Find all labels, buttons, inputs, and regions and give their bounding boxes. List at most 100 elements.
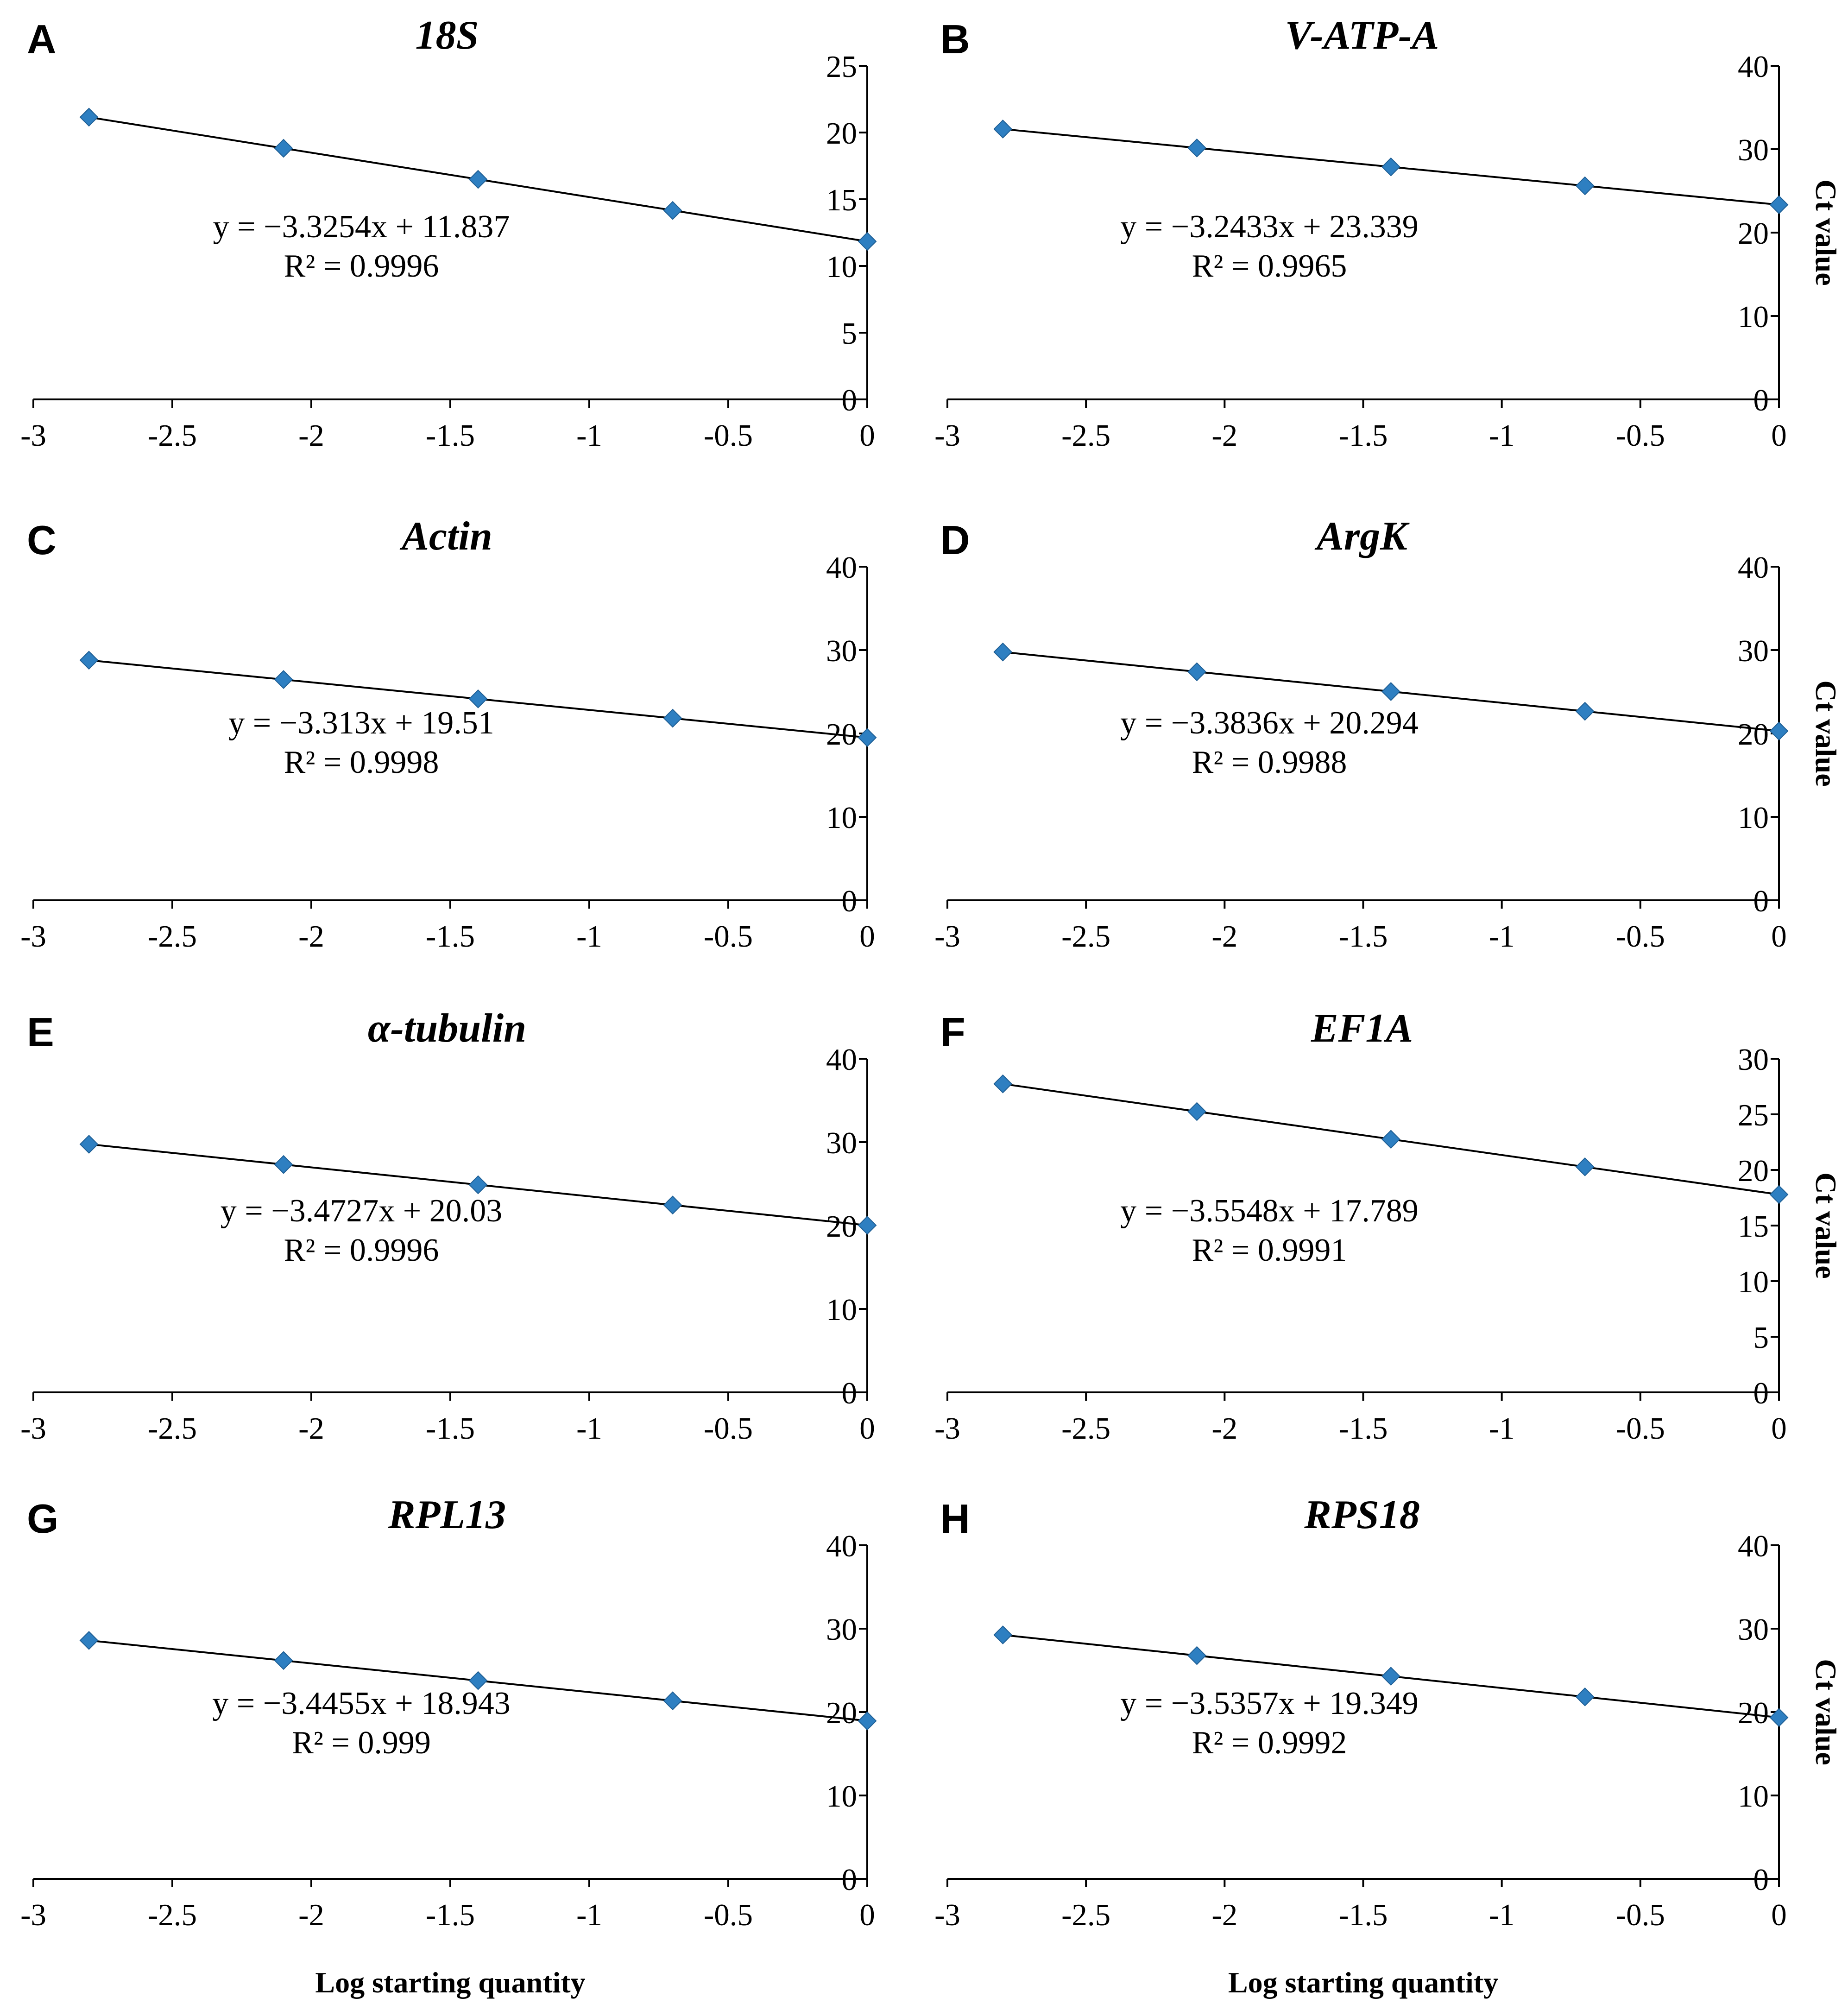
x-tick-label: -1.5 — [426, 1898, 475, 1932]
y-tick-label: 30 — [1738, 1612, 1769, 1647]
r-squared: R² = 0.999 — [292, 1725, 431, 1761]
x-tick-label: -3 — [20, 1411, 46, 1446]
y-tick-label: 40 — [826, 1043, 857, 1077]
y-tick-label: 0 — [1753, 1863, 1769, 1897]
y-tick-label: 0 — [1753, 383, 1769, 417]
x-tick-label: -1 — [576, 1411, 602, 1446]
data-point-marker — [1381, 1130, 1400, 1149]
x-tick-label: -0.5 — [704, 1898, 753, 1932]
y-tick-label: 30 — [826, 634, 857, 668]
y-tick-label: 10 — [1738, 801, 1769, 835]
data-point-marker — [663, 708, 682, 728]
x-tick-label: -0.5 — [1616, 1898, 1665, 1932]
panel-g: -3 -2.5 -2 -1.5 -1 -0.5 00 10 20 30 40 G RPL13 y = −3… — [20, 1492, 877, 1999]
data-point-marker — [79, 651, 99, 670]
y-tick-label: 20 — [826, 116, 857, 151]
x-tick-label: -1 — [1489, 1898, 1515, 1932]
x-tick-label: -1.5 — [1338, 1898, 1388, 1932]
y-tick-label: 10 — [1738, 1265, 1769, 1299]
data-point-marker — [468, 689, 488, 708]
panel-d: -3 -2.5 -2 -1.5 -1 -0.5 00 10 20 30 40 D ArgK y = −3.… — [934, 514, 1842, 954]
x-tick-label: -2.5 — [1061, 919, 1110, 954]
y-tick-label: 40 — [1738, 1529, 1769, 1563]
regression-equation: y = −3.313x + 19.51 — [228, 705, 494, 741]
regression-equation: y = −3.2433x + 23.339 — [1120, 209, 1418, 245]
r-squared: R² = 0.9991 — [1192, 1233, 1347, 1268]
regression-equation: y = −3.5548x + 17.789 — [1120, 1193, 1418, 1229]
x-tick-label: -0.5 — [704, 919, 753, 954]
y-axis-title: Ct value — [1810, 1659, 1842, 1765]
x-axis-title: Log starting quantity — [1228, 1966, 1498, 1999]
x-tick-label: -2 — [298, 418, 324, 453]
y-tick-label: 0 — [1753, 1376, 1769, 1410]
panel-title: ArgK — [1314, 514, 1410, 559]
data-point-marker — [993, 1625, 1013, 1644]
x-tick-label: 0 — [1771, 418, 1787, 453]
panel-title: EF1A — [1311, 1006, 1413, 1051]
panel-a: -3 -2.5 -2 -1.5 -1 -0.5 00 5 10 15 20 25 A 18S y = −3.… — [20, 13, 877, 453]
y-tick-label: 20 — [1738, 1154, 1769, 1188]
x-tick-label: -2.5 — [148, 919, 197, 954]
data-point-marker — [1575, 176, 1595, 196]
panel-letter: D — [940, 517, 970, 563]
data-point-marker — [274, 1155, 293, 1174]
x-tick-label: -2.5 — [148, 1898, 197, 1932]
panel-title: V-ATP-A — [1285, 13, 1439, 58]
y-tick-label: 10 — [826, 1779, 857, 1814]
y-tick-label: 10 — [826, 1293, 857, 1327]
data-point-marker — [1575, 702, 1595, 721]
regression-equation: y = −3.3254x + 11.837 — [213, 209, 510, 245]
x-tick-label: -0.5 — [1616, 1411, 1665, 1446]
y-tick-label: 25 — [1738, 1098, 1769, 1132]
data-point-marker — [79, 1135, 99, 1154]
x-axis-title: Log starting quantity — [315, 1966, 585, 1999]
x-tick-label: -2 — [298, 919, 324, 954]
data-point-marker — [663, 1195, 682, 1215]
data-point-marker — [1381, 1667, 1400, 1686]
x-tick-label: -3 — [20, 919, 46, 954]
panel-title: RPL13 — [388, 1492, 506, 1537]
x-tick-label: -3 — [20, 1898, 46, 1932]
y-tick-label: 40 — [1738, 50, 1769, 84]
x-tick-label: -3 — [934, 919, 960, 954]
y-tick-label: 0 — [842, 383, 858, 417]
regression-equation: y = −3.3836x + 20.294 — [1120, 705, 1418, 741]
data-point-marker — [993, 1074, 1013, 1093]
panel-b: -3 -2.5 -2 -1.5 -1 -0.5 00 10 20 30 40 B V-ATP-A y = … — [934, 13, 1842, 453]
regression-equation: y = −3.5357x + 19.349 — [1120, 1686, 1418, 1721]
y-tick-label: 5 — [1753, 1321, 1769, 1355]
y-tick-label: 10 — [1738, 1779, 1769, 1814]
panel-f: -3 -2.5 -2 -1.5 -1 -0.5 00 5 10 15 20 25 30 F EF1A y = … — [934, 1006, 1842, 1446]
data-point-marker — [858, 1711, 877, 1731]
x-tick-label: -1 — [576, 919, 602, 954]
panel-letter: E — [27, 1009, 54, 1055]
y-tick-label: 40 — [826, 1529, 857, 1563]
y-tick-label: 0 — [1753, 884, 1769, 918]
x-tick-label: -2 — [1211, 1898, 1237, 1932]
y-tick-label: 15 — [826, 183, 857, 217]
y-tick-label: 10 — [826, 250, 857, 284]
data-point-marker — [1187, 138, 1206, 158]
x-tick-label: -3 — [934, 1898, 960, 1932]
data-point-marker — [993, 120, 1013, 139]
panel-letter: G — [27, 1496, 58, 1542]
y-tick-label: 10 — [826, 801, 857, 835]
y-axis-title: Ct value — [1810, 179, 1842, 285]
data-point-marker — [1575, 1687, 1595, 1707]
panel-title: RPS18 — [1304, 1492, 1419, 1537]
data-point-marker — [468, 1175, 488, 1195]
x-tick-label: -0.5 — [1616, 418, 1665, 453]
r-squared: R² = 0.9996 — [284, 248, 439, 284]
y-tick-label: 10 — [1738, 300, 1769, 334]
x-tick-label: -2 — [1211, 919, 1237, 954]
panel-letter: H — [940, 1496, 970, 1542]
y-tick-label: 30 — [826, 1126, 857, 1160]
y-tick-label: 20 — [1738, 216, 1769, 251]
data-point-marker — [858, 728, 877, 747]
y-tick-label: 40 — [1738, 550, 1769, 585]
x-tick-label: 0 — [859, 418, 875, 453]
panel-title: 18S — [416, 13, 479, 58]
x-tick-label: 0 — [859, 1411, 875, 1446]
